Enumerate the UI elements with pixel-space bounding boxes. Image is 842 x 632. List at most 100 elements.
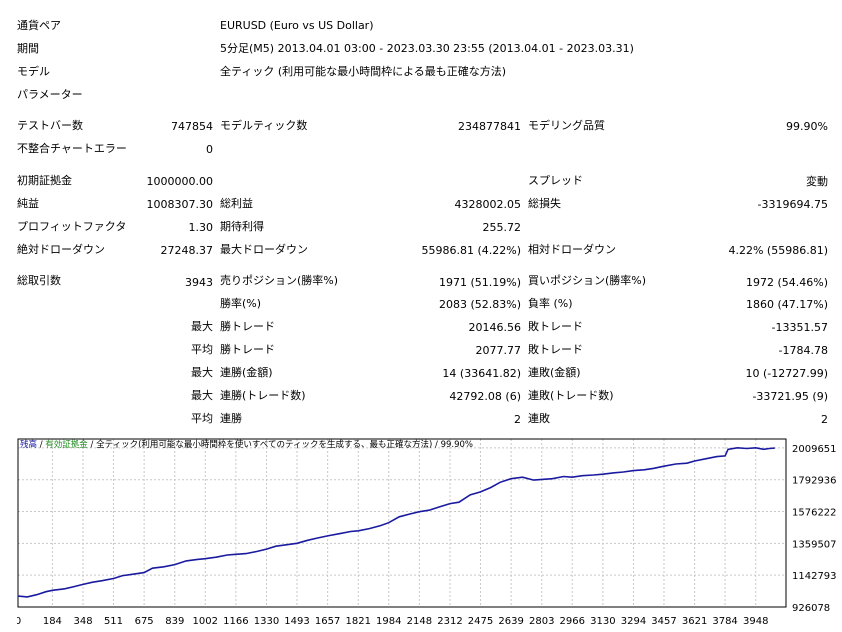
avg-win-value: 2077.77 (475, 344, 522, 357)
avg-loss-label: 敗トレード (528, 343, 583, 356)
params-label: パラメーター (17, 88, 83, 101)
long-label: 買いポジション(勝率%) (528, 274, 647, 287)
model-label: モデル (17, 65, 50, 78)
x-tick-label: 1984 (376, 616, 401, 627)
x-tick-label: 2475 (468, 616, 493, 627)
avg-cons-win-label: 連勝 (220, 412, 242, 425)
payoff-label: 期待利得 (220, 220, 264, 233)
rel-dd-value: 4.22% (55986.81) (728, 244, 828, 257)
pf-value: 1.30 (188, 221, 214, 234)
x-tick-label: 3948 (743, 616, 768, 627)
abs-dd-value: 27248.37 (160, 244, 214, 257)
x-tick-label: 184 (43, 616, 62, 627)
legend-separator: / (37, 440, 45, 450)
long-value: 1972 (54.46%) (745, 276, 828, 289)
largest-loss-label: 敗トレード (528, 320, 583, 333)
avg-win-label: 勝トレード (220, 343, 275, 356)
quality-label: モデリング品質 (528, 119, 605, 132)
x-tick-label: 511 (104, 616, 123, 627)
model-value: 全ティック (利用可能な最小時間枠による最も正確な方法) (220, 65, 507, 78)
deposit-label: 初期証拠金 (17, 174, 72, 187)
gross-loss-label: 総損失 (528, 197, 561, 210)
trades-value: 3943 (185, 276, 213, 289)
mismatch-value: 0 (206, 143, 213, 156)
ticks-value: 234877841 (458, 120, 521, 133)
x-tick-label: 0 (17, 616, 21, 627)
abs-dd-label: 絶対ドローダウン (17, 243, 105, 256)
x-tick-label: 3457 (651, 616, 676, 627)
plot-frame (17, 438, 787, 608)
x-tick-label: 2148 (407, 616, 432, 627)
period-label: 期間 (17, 42, 39, 55)
rel-dd-label: 相対ドローダウン (528, 243, 616, 256)
symbol-value: EURUSD (Euro vs US Dollar) (220, 19, 374, 32)
avg-cons-win-value: 2 (514, 413, 521, 426)
loss-pct-label: 負率 (%) (528, 297, 573, 310)
cons-wins-label: 連勝(金額) (220, 366, 273, 379)
y-tick-label: 1359507 (792, 539, 837, 550)
largest-loss-value: -13351.57 (771, 321, 828, 334)
cons-loss-value: -33721.95 (9) (752, 390, 828, 403)
y-tick-label: 1142793 (792, 571, 837, 582)
y-tick-label: 2009651 (792, 444, 837, 455)
legend-quality: 99.90% (441, 440, 473, 450)
deposit-value: 1000000.00 (146, 175, 213, 188)
x-tick-label: 3294 (621, 616, 646, 627)
cons-losses-value: 10 (-12727.99) (745, 367, 828, 380)
cons-wins-value: 14 (33641.82) (442, 367, 521, 380)
period-value: 5分足(M5) 2013.04.01 03:00 - 2023.03.30 23… (220, 42, 634, 55)
cons-profit-value: 42792.08 (6) (449, 390, 521, 403)
legend-model: 全ティック(利用可能な最小時間枠を使いすべてのティックを生成する、最も正確な方法… (96, 439, 432, 450)
mismatch-label: 不整合チャートエラー (17, 142, 127, 155)
y-tick-label: 1576222 (792, 508, 837, 519)
max-word: 最大 (191, 366, 213, 379)
spread-value: 変動 (806, 175, 828, 188)
x-tick-label: 2966 (560, 616, 585, 627)
avg-cons-loss-value: 2 (821, 413, 828, 426)
cons-profit-label: 連勝(トレード数) (220, 389, 306, 402)
x-tick-label: 3621 (682, 616, 707, 627)
cons-loss-label: 連敗(トレード数) (528, 389, 614, 402)
legend-equity: 有効証拠金 (45, 439, 88, 450)
gross-loss-value: -3319694.75 (757, 198, 828, 211)
x-tick-label: 675 (135, 616, 154, 627)
ticks-label: モデルティック数 (220, 119, 308, 132)
balance-series-line (17, 446, 775, 598)
x-tick-label: 348 (73, 616, 92, 627)
legend-balance: 残高 (20, 439, 37, 450)
y-tick-label: 926078 (792, 603, 830, 614)
gross-profit-value: 4328002.05 (454, 198, 521, 211)
x-tick-label: 2312 (437, 616, 462, 627)
x-tick-label: 3784 (712, 616, 737, 627)
largest-win-label: 勝トレード (220, 320, 275, 333)
x-tick-label: 1002 (193, 616, 218, 627)
bars-label: テストバー数 (17, 119, 83, 132)
x-tick-label: 2639 (498, 616, 523, 627)
spread-label: スプレッド (528, 174, 583, 187)
symbol-label: 通貨ペア (17, 19, 61, 32)
x-tick-label: 839 (165, 616, 184, 627)
balance-chart: 0 184 348 511 675 839 1002 1166 1330 1493 1657 1821… (17, 435, 842, 632)
x-tick-label: 2803 (529, 616, 554, 627)
chart-legend: 残高 / 有効証拠金 / 全ティック(利用可能な最小時間枠を使いすべてのティック… (20, 439, 473, 450)
payoff-value: 255.72 (482, 221, 522, 234)
avg-word: 平均 (191, 343, 213, 356)
avg-cons-loss-label: 連敗 (528, 412, 550, 425)
x-tick-label: 1657 (315, 616, 340, 627)
x-tick-label: 3130 (590, 616, 615, 627)
avg-word: 平均 (191, 412, 213, 425)
legend-separator: / (88, 440, 96, 450)
max-word: 最大 (191, 320, 213, 333)
max-dd-label: 最大ドローダウン (220, 243, 308, 256)
max-word: 最大 (191, 389, 213, 402)
x-tick-label: 1493 (284, 616, 309, 627)
loss-pct-value: 1860 (47.17%) (745, 298, 828, 311)
trades-label: 総取引数 (17, 274, 61, 287)
pf-label: プロフィットファクタ (17, 220, 127, 233)
x-tick-label: 1330 (254, 616, 279, 627)
cons-losses-label: 連敗(金額) (528, 366, 581, 379)
win-pct-label: 勝率(%) (220, 297, 262, 310)
y-tick-label: 1792936 (792, 476, 837, 487)
gross-profit-label: 総利益 (220, 197, 253, 210)
balance-chart-svg: 0 184 348 511 675 839 1002 1166 1330 1493 1657 1821… (17, 438, 837, 627)
